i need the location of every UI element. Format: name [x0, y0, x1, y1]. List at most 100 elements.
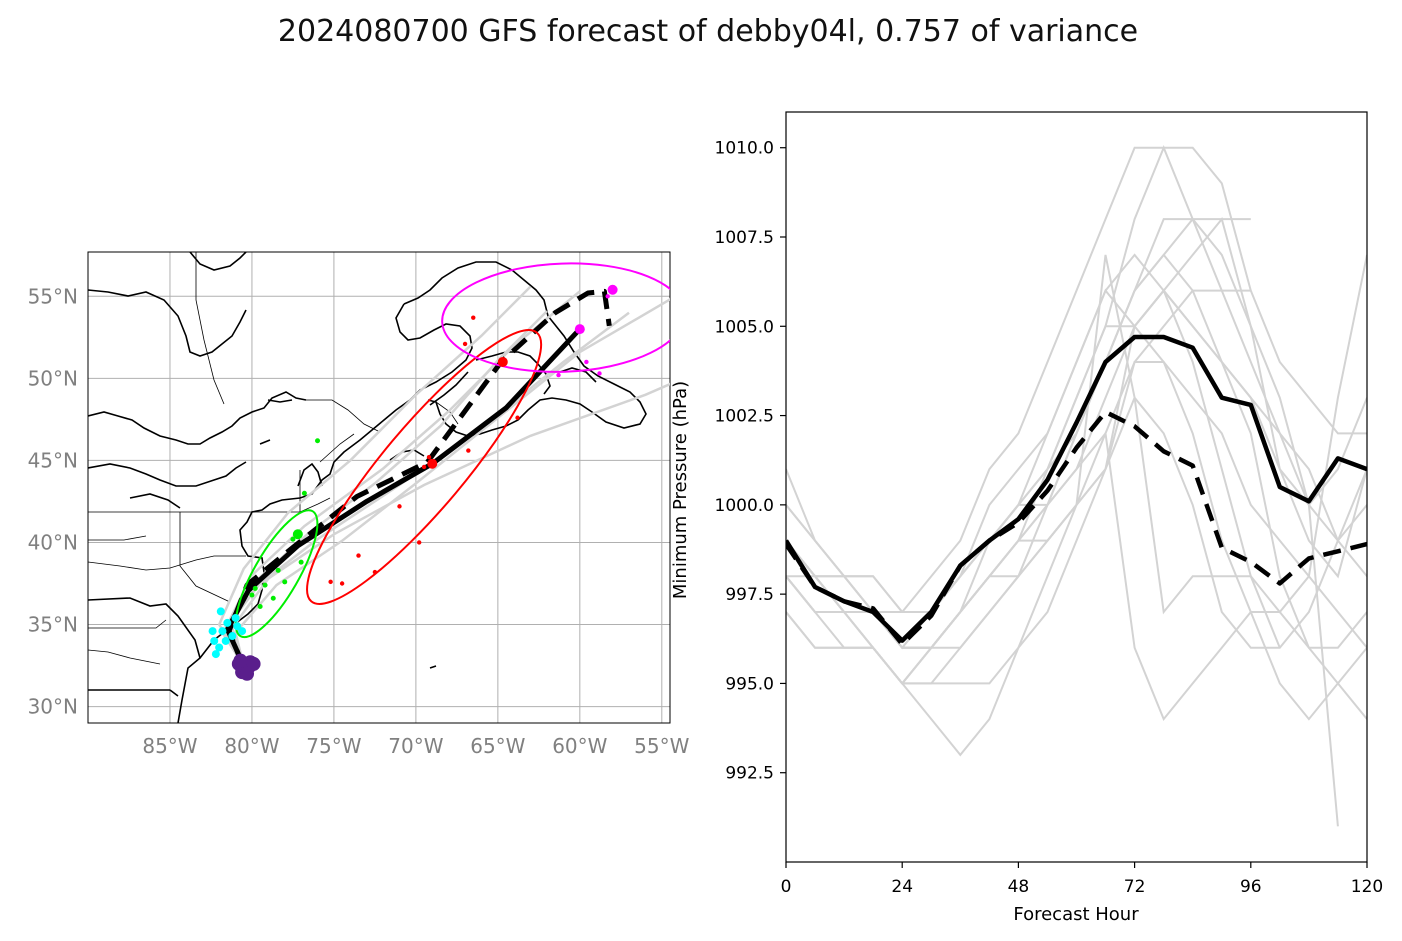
map-point-72h	[684, 291, 688, 295]
map-point-12h	[238, 627, 247, 636]
map-mean-marker	[574, 324, 585, 335]
map-point-48h	[421, 464, 427, 470]
map-frame	[87, 251, 671, 724]
map-ensemble-track	[234, 298, 670, 666]
pressure-ensemble-line	[786, 218, 1251, 685]
ellipse-48h	[306, 329, 543, 605]
map-point-48h	[462, 341, 468, 347]
map-point-24h	[275, 567, 281, 573]
pressure-ensemble-line	[786, 288, 1281, 685]
map-point-12h	[233, 622, 242, 631]
map-point-48h	[356, 553, 361, 558]
map-point-24h	[252, 585, 258, 591]
pressure-x-tick-label: 0	[781, 877, 792, 897]
map-point-24h	[282, 579, 288, 585]
pressure-ensemble-lines	[786, 145, 1367, 827]
map-x-tick-labels: 85°W 80°W 75°W 70°W 65°W 60°W 55°W	[142, 734, 689, 758]
map-point-72h	[584, 359, 589, 365]
map-point-12h	[211, 650, 220, 659]
map-y-tick-label: 50°N	[28, 366, 78, 390]
map-mean-marker	[292, 529, 303, 540]
map-point-24h	[290, 536, 296, 542]
pressure-mean-solid	[786, 334, 1367, 643]
pressure-frame	[785, 111, 1368, 863]
map-point-48h	[416, 540, 422, 545]
map-y-tick-label: 55°N	[28, 284, 78, 308]
map-point-24h	[298, 559, 304, 565]
pressure-x-ticks: 0 24 48 72 96 120	[781, 862, 1383, 897]
pressure-y-ticks: 992.5 995.0 997.5 1000.0 1002.5 1005.0 1007.5 1…	[715, 139, 786, 784]
map-point-12h	[221, 636, 230, 645]
map-point-12h	[231, 613, 240, 622]
map-point-48h	[397, 504, 402, 509]
map-panel: 85°W 80°W 75°W 70°W 65°W 60°W 55°W 30°N 35°N 40°…	[28, 251, 690, 758]
pressure-y-tick-label: 1007.5	[715, 228, 774, 248]
map-point-48h	[339, 581, 345, 586]
map-point-48h	[471, 315, 476, 320]
pressure-y-tick-label: 992.5	[725, 764, 774, 784]
map-point-12h	[228, 632, 237, 641]
map-x-tick-label: 70°W	[388, 734, 443, 758]
map-point-72h	[556, 372, 561, 378]
map-x-tick-label: 60°W	[552, 734, 607, 758]
map-point-12h	[223, 618, 232, 627]
ellipse-24h	[234, 509, 319, 639]
pressure-mean-lines	[786, 334, 1367, 647]
map-point-72h	[597, 371, 602, 376]
pressure-y-tick-label: 1002.5	[715, 407, 774, 427]
map-y-tick-label: 40°N	[28, 530, 78, 554]
map-y-tick-label: 35°N	[28, 613, 78, 637]
map-x-tick-label: 65°W	[470, 734, 525, 758]
map-point-0h	[246, 656, 261, 671]
x-axis-label: Forecast Hour	[1013, 904, 1139, 925]
map-y-tick-label: 45°N	[28, 448, 78, 472]
map-x-tick-label: 55°W	[634, 734, 689, 758]
pressure-x-tick-label: 72	[1124, 877, 1146, 897]
map-point-0h	[233, 653, 248, 668]
map-point-24h	[315, 438, 321, 444]
map-point-12h	[210, 636, 219, 645]
map-x-tick-label: 75°W	[306, 734, 361, 758]
map-point-24h	[301, 490, 307, 496]
map-coastlines	[88, 252, 647, 723]
map-ensemble-track	[220, 311, 630, 667]
map-x-tick-label: 85°W	[142, 734, 197, 758]
map-ensemble-tracks	[217, 285, 670, 667]
map-borders	[88, 252, 459, 665]
map-point-24h	[262, 582, 268, 588]
map-mean-tracks	[224, 288, 612, 669]
map-point-72h	[605, 294, 610, 299]
pressure-x-tick-label: 120	[1351, 877, 1383, 897]
pressure-y-tick-label: 1000.0	[715, 496, 774, 516]
ellipse-72h	[441, 262, 670, 373]
map-forecast-points	[208, 284, 688, 681]
map-point-48h	[328, 579, 333, 585]
map-mean-marker	[497, 356, 508, 367]
map-point-48h	[426, 454, 432, 460]
map-point-48h	[372, 569, 378, 575]
pressure-ensemble-line	[786, 146, 1367, 613]
map-point-12h	[215, 643, 224, 652]
map-point-24h	[257, 603, 263, 609]
pressure-panel: 0 24 48 72 96 120 992.5 995.0 997.5 1000.0 1002.5…	[670, 111, 1383, 925]
map-point-48h	[515, 415, 520, 420]
pressure-y-tick-label: 1010.0	[715, 139, 774, 159]
map-point-0h	[240, 666, 255, 681]
pressure-x-tick-label: 24	[891, 877, 913, 897]
pressure-ensemble-line	[786, 289, 1251, 685]
map-point-12h	[208, 627, 217, 636]
map-mean-marker	[427, 458, 438, 469]
pressure-mean-dashed	[786, 409, 1367, 647]
map-ensemble-track	[217, 285, 532, 667]
map-uncertainty-ellipses	[234, 262, 670, 639]
pressure-x-tick-label: 48	[1008, 877, 1030, 897]
pressure-x-tick-label: 96	[1240, 877, 1262, 897]
map-x-tick-label: 80°W	[224, 734, 279, 758]
map-point-24h	[249, 592, 255, 598]
figure-title: 2024080700 GFS forecast of debby04l, 0.7…	[278, 14, 1138, 49]
map-point-48h	[466, 448, 471, 453]
map-point-12h	[218, 627, 227, 636]
pressure-y-tick-label: 995.0	[725, 674, 774, 694]
map-point-24h	[270, 595, 276, 601]
